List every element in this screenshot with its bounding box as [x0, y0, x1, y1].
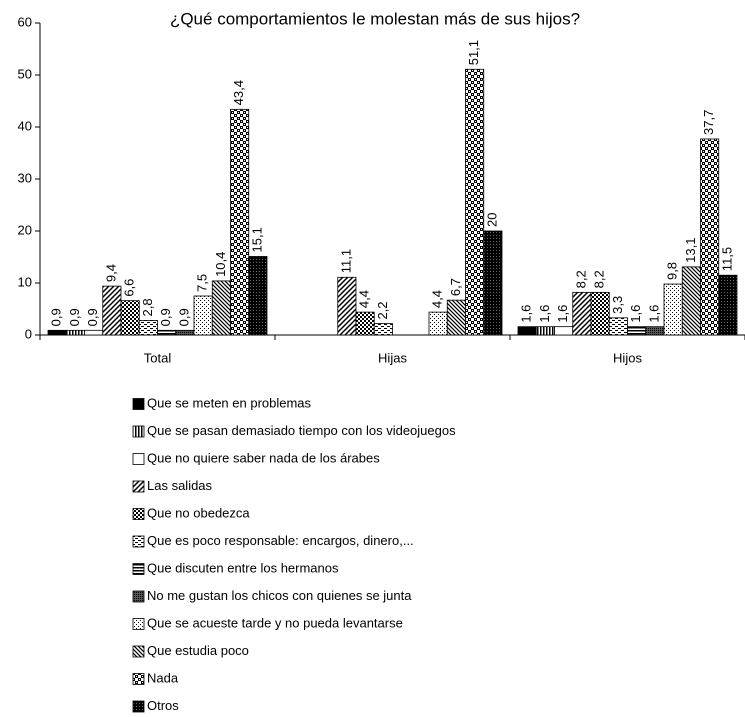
data-label: 51,1 — [466, 40, 481, 65]
bar — [572, 291, 592, 336]
data-label: 8,2 — [592, 270, 607, 288]
bar — [211, 280, 231, 336]
data-label: 7,5 — [195, 274, 210, 292]
data-label: 20 — [484, 213, 499, 227]
data-label: 0,9 — [176, 308, 191, 326]
data-label: 15,1 — [249, 227, 264, 252]
y-tick-label: 20 — [18, 222, 32, 237]
bar — [102, 285, 122, 336]
bar — [718, 274, 738, 336]
data-label: 43,4 — [231, 80, 246, 105]
legend-swatch — [132, 425, 145, 438]
data-label: 4,4 — [430, 290, 445, 308]
data-label: 1,6 — [519, 305, 534, 323]
data-label: 0,9 — [67, 308, 82, 326]
legend-label: Que no obedezca — [147, 505, 250, 520]
bar — [65, 329, 85, 336]
legend-swatch — [132, 535, 145, 548]
data-label: 9,8 — [665, 262, 680, 280]
bar — [193, 295, 213, 336]
data-label: 1,6 — [646, 305, 661, 323]
x-tick-label: Hijos — [613, 350, 642, 365]
data-label: 11,1 — [338, 249, 353, 273]
legend-swatch — [132, 618, 145, 630]
data-label: 1,6 — [555, 305, 570, 323]
bar — [446, 299, 466, 336]
legend-swatch — [132, 398, 145, 410]
legend-swatch — [132, 508, 145, 520]
data-label: 2,2 — [375, 301, 390, 319]
y-tick-label: 10 — [18, 274, 32, 289]
y-tick-label: 30 — [18, 170, 32, 185]
y-tick-label: 0 — [25, 326, 32, 341]
legend-label: Que se acueste tarde y no pueda levantar… — [147, 615, 403, 630]
y-tick-label: 60 — [18, 14, 32, 29]
bar — [157, 329, 177, 336]
bar — [681, 266, 701, 336]
legend-swatch — [132, 563, 145, 575]
data-label: 2,8 — [140, 298, 155, 316]
y-tick-label: 40 — [18, 118, 32, 133]
bar — [645, 326, 665, 336]
bar — [554, 326, 574, 336]
legend-label: Que discuten entre los hermanos — [147, 560, 339, 575]
legend-label: Las salidas — [147, 478, 213, 493]
legend-label: Otros — [147, 698, 179, 713]
bar — [483, 230, 503, 336]
data-label: 11,5 — [719, 247, 734, 271]
data-label: 9,4 — [103, 264, 118, 282]
data-label: 8,2 — [573, 270, 588, 288]
y-tick-label: 50 — [18, 66, 32, 81]
bar — [590, 291, 610, 336]
legend-swatch — [132, 700, 145, 713]
bar — [608, 317, 628, 336]
legend-label: No me gustan los chicos con quienes se j… — [147, 588, 412, 603]
data-label: 4,4 — [357, 290, 372, 308]
x-tick-label: Total — [144, 350, 172, 365]
legend-swatch — [132, 480, 145, 493]
bar — [428, 311, 448, 336]
data-label: 0,9 — [158, 308, 173, 326]
bar — [627, 326, 647, 336]
data-label: 6,7 — [448, 278, 463, 296]
data-label: 0,9 — [49, 308, 64, 326]
bar — [373, 323, 393, 336]
bar — [465, 68, 485, 336]
legend-label: Que se meten en problemas — [147, 395, 312, 410]
bar — [248, 256, 268, 336]
data-label: 13,1 — [683, 238, 698, 263]
legend-label: Que se pasan demasiado tiempo con los vi… — [147, 423, 456, 438]
data-label: 1,6 — [628, 305, 643, 323]
legend-swatch — [132, 673, 145, 685]
bar — [138, 320, 158, 336]
bar — [230, 108, 250, 336]
bar — [700, 138, 720, 336]
legend-swatch — [132, 453, 145, 465]
legend-label: Nada — [147, 670, 179, 685]
bar — [120, 300, 140, 336]
bar — [355, 311, 375, 336]
legend-label: Que estudia poco — [147, 643, 249, 658]
data-label: 1,6 — [537, 305, 552, 323]
x-tick-label: Hijas — [378, 350, 407, 365]
bar — [175, 329, 195, 336]
bar — [47, 329, 67, 336]
data-label: 0,9 — [85, 308, 100, 326]
bar — [337, 276, 357, 336]
legend-swatch — [132, 645, 145, 658]
bar — [84, 329, 104, 336]
bar — [517, 326, 537, 336]
legend-swatch — [132, 590, 145, 603]
legend-label: Que no quiere saber nada de los árabes — [147, 450, 380, 465]
bar — [663, 283, 683, 336]
data-label: 37,7 — [701, 110, 716, 135]
chart-title: ¿Qué comportamientos le molestan más de … — [170, 9, 580, 28]
data-label: 10,4 — [213, 252, 228, 277]
bar — [535, 326, 555, 336]
legend-label: Que es poco responsable: encargos, diner… — [147, 533, 414, 548]
data-label: 6,6 — [122, 279, 137, 297]
data-label: 3,3 — [610, 296, 625, 314]
